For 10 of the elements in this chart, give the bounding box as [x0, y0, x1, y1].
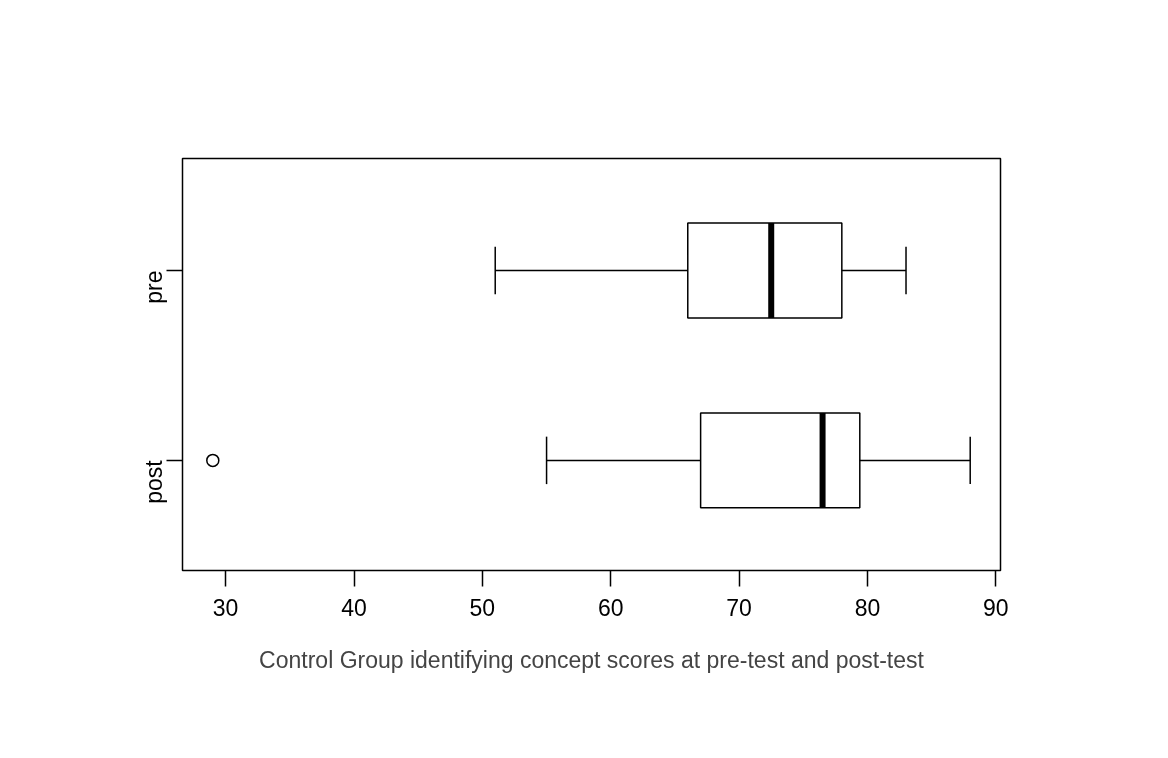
x-tick-label: 90	[983, 594, 1009, 621]
x-axis-title: Control Group identifying concept scores at pre-test and post-test	[259, 646, 925, 673]
x-tick-label: 30	[212, 594, 239, 621]
x-tick-label: 80	[854, 594, 881, 621]
x-tick-label: 40	[341, 594, 367, 621]
y-tick-label: pre	[141, 270, 168, 304]
x-tick-label: 70	[726, 594, 752, 621]
x-tick-label: 50	[469, 594, 496, 621]
y-tick-label: post	[141, 459, 168, 504]
x-tick-label: 60	[597, 594, 624, 621]
